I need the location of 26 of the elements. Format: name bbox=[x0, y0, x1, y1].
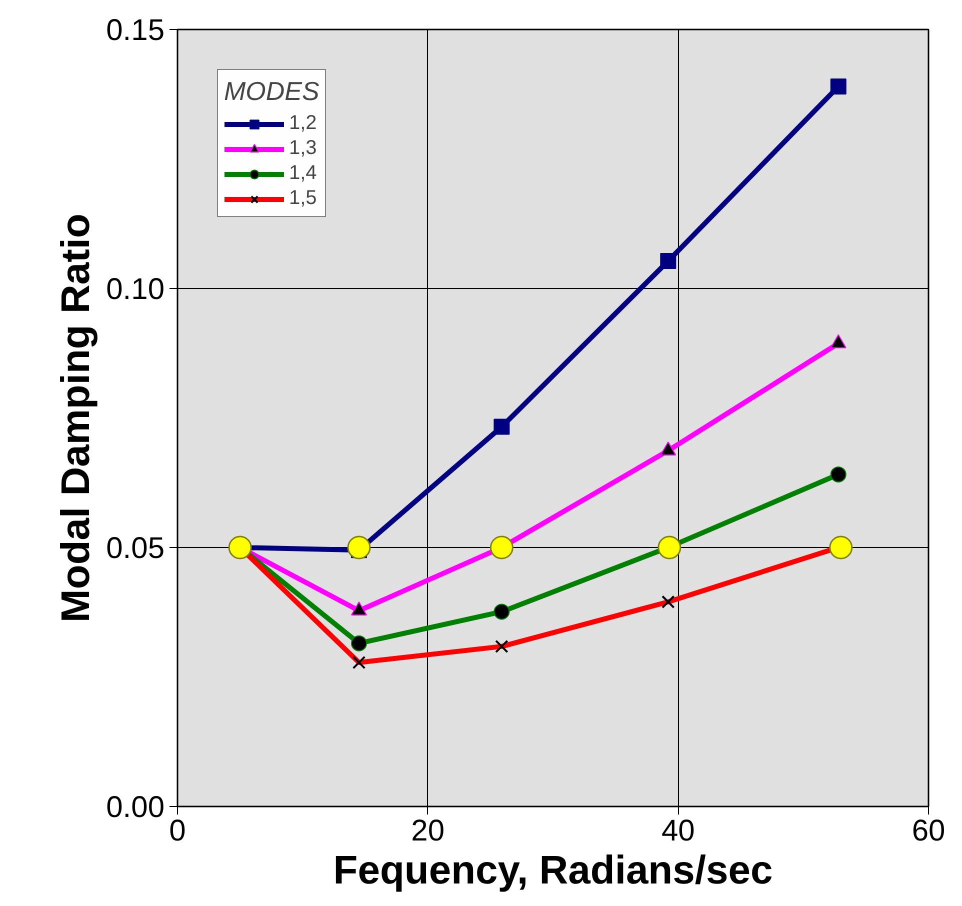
y-axis-title: Modal Damping Ratio bbox=[54, 214, 98, 622]
point bbox=[660, 253, 676, 270]
point bbox=[494, 604, 510, 620]
point bbox=[829, 536, 853, 560]
y-tick-label: 0.10 bbox=[106, 273, 164, 306]
x-tick-label: 60 bbox=[912, 814, 946, 848]
legend-title: MODES bbox=[224, 76, 320, 107]
legend-label: 1,3 bbox=[289, 137, 317, 160]
point bbox=[490, 536, 514, 560]
x-tick-label: 40 bbox=[661, 814, 695, 848]
point bbox=[658, 536, 682, 560]
point bbox=[347, 536, 371, 560]
y-tick-label: 0.00 bbox=[106, 791, 164, 824]
y-tick-label: 0.05 bbox=[106, 532, 164, 565]
x-tick-label: 20 bbox=[411, 814, 445, 848]
point bbox=[494, 418, 510, 435]
point bbox=[228, 536, 252, 560]
point bbox=[830, 466, 846, 482]
legend-label: 1,4 bbox=[289, 162, 317, 185]
point bbox=[350, 635, 367, 652]
x-tick-label: 0 bbox=[169, 814, 186, 848]
y-tick-label: 0.15 bbox=[106, 14, 164, 47]
x-axis-title: Fequency, Radians/sec bbox=[333, 848, 773, 892]
point bbox=[830, 78, 846, 94]
legend-label: 1,2 bbox=[289, 112, 317, 135]
legend-label: 1,5 bbox=[289, 187, 317, 210]
